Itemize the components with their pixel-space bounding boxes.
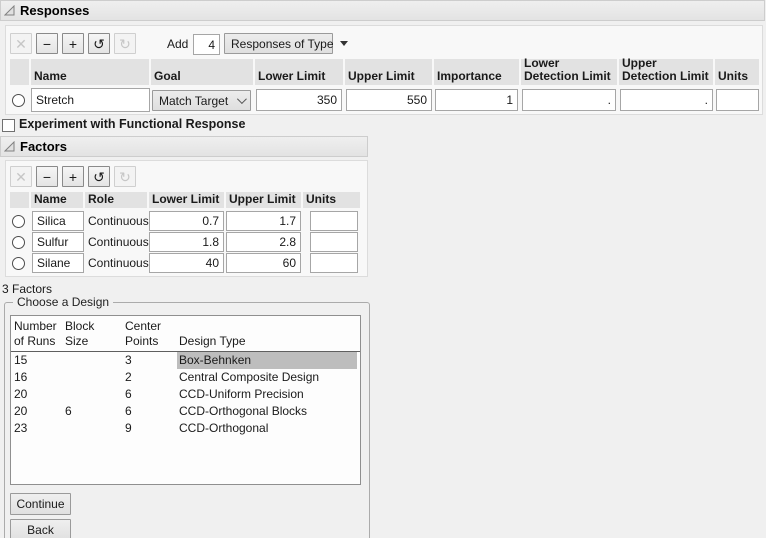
- factor-count-label: 3 Factors: [2, 282, 53, 296]
- disclosure-open-icon: [4, 5, 15, 16]
- factors-title: Factors: [20, 139, 67, 154]
- response-lower-detection-header: Lower Detection Limit: [521, 57, 617, 85]
- factor-units-input[interactable]: [310, 253, 358, 273]
- factor-role-value: Continuous: [88, 235, 149, 249]
- response-upper-detection-header: Upper Detection Limit: [619, 57, 713, 85]
- functional-response-checkbox[interactable]: [2, 119, 15, 132]
- factor-row-radio[interactable]: [12, 236, 25, 249]
- add-response-button[interactable]: +: [62, 33, 84, 54]
- factor-selector-header: [10, 192, 29, 208]
- disclosure-open-icon: [4, 141, 15, 152]
- center-header-line1: Center: [125, 319, 162, 333]
- remove-response-button[interactable]: −: [36, 33, 58, 54]
- add-factor-button[interactable]: +: [62, 166, 84, 187]
- delete-factor-button[interactable]: ✕: [10, 166, 32, 187]
- response-name-input[interactable]: [31, 88, 150, 112]
- factor-name-input[interactable]: [32, 232, 84, 252]
- factor-upper-limit-input[interactable]: [226, 232, 301, 252]
- choose-design-legend: Choose a Design: [13, 295, 114, 309]
- redo-button[interactable]: ↻: [114, 166, 136, 187]
- dropdown-arrow-icon: [339, 41, 348, 46]
- factor-name-input[interactable]: [32, 211, 84, 231]
- design-listbox[interactable]: Number of Runs Block Size Center Points …: [10, 315, 361, 485]
- response-selector-header: [10, 59, 29, 85]
- response-importance-input[interactable]: [435, 89, 518, 111]
- response-name-header: Name: [31, 59, 149, 85]
- block-header-line2: Size: [65, 334, 89, 348]
- add-count-input[interactable]: [193, 34, 220, 55]
- response-goal-header: Goal: [151, 59, 253, 85]
- responses-title: Responses: [20, 3, 90, 18]
- factor-lower-limit-input[interactable]: [149, 232, 224, 252]
- factor-row-radio[interactable]: [12, 215, 25, 228]
- undo-button[interactable]: ↺: [88, 33, 110, 54]
- factor-role-value: Continuous: [88, 214, 149, 228]
- response-lower-limit-input[interactable]: [256, 89, 342, 111]
- response-importance-header: Importance: [434, 59, 519, 85]
- design-row-ccd-orthogonal-blocks[interactable]: 20 6 6 CCD-Orthogonal Blocks: [14, 404, 308, 418]
- add-label: Add: [167, 37, 189, 51]
- response-row-radio[interactable]: [12, 94, 25, 107]
- factor-upper-limit-header: Upper Limit: [226, 192, 301, 208]
- factor-upper-limit-input[interactable]: [226, 253, 301, 273]
- factor-row-radio[interactable]: [12, 257, 25, 270]
- factor-role-header: Role: [85, 192, 147, 208]
- design-row-central-composite[interactable]: 16 2 Central Composite Design: [14, 370, 320, 384]
- response-lower-limit-header: Lower Limit: [255, 59, 343, 85]
- factor-name-header: Name: [31, 192, 83, 208]
- header-separator: [11, 351, 360, 352]
- design-type-header: Design Type: [179, 334, 246, 348]
- response-upper-limit-header: Upper Limit: [345, 59, 432, 85]
- undo-button[interactable]: ↺: [88, 166, 110, 187]
- continue-button[interactable]: Continue: [10, 493, 71, 515]
- back-button[interactable]: Back: [10, 519, 71, 538]
- factor-lower-limit-header: Lower Limit: [149, 192, 224, 208]
- design-row-ccd-orthogonal[interactable]: 23 9 CCD-Orthogonal: [14, 421, 269, 435]
- design-row-box-behnken[interactable]: 15 3 Box-Behnken: [11, 352, 360, 369]
- factor-units-input[interactable]: [310, 211, 358, 231]
- factor-upper-limit-input[interactable]: [226, 211, 301, 231]
- factor-role-value: Continuous: [88, 256, 149, 270]
- combo-chevron-icon: [236, 94, 247, 105]
- selected-design-cell: Box-Behnken: [177, 352, 357, 369]
- goal-dropdown[interactable]: Match Target: [152, 90, 251, 111]
- factor-units-input[interactable]: [310, 232, 358, 252]
- runs-header-line2: of Runs: [14, 334, 56, 348]
- responses-of-type-dropdown[interactable]: Responses of Type: [224, 33, 348, 54]
- remove-factor-button[interactable]: −: [36, 166, 58, 187]
- factor-units-header: Units: [303, 192, 360, 208]
- goal-dropdown-label: Match Target: [159, 93, 229, 108]
- design-row-ccd-uniform[interactable]: 20 6 CCD-Uniform Precision: [14, 387, 304, 401]
- factor-lower-limit-input[interactable]: [149, 253, 224, 273]
- factor-lower-limit-input[interactable]: [149, 211, 224, 231]
- redo-button[interactable]: ↻: [114, 33, 136, 54]
- choose-design-groupbox: Choose a Design: [4, 295, 370, 538]
- functional-response-label: Experiment with Functional Response: [19, 117, 246, 131]
- runs-header-line1: Number: [14, 319, 57, 333]
- response-units-header: Units: [715, 59, 759, 85]
- response-upper-detection-input[interactable]: [620, 89, 713, 111]
- center-header-line2: Points: [125, 334, 159, 348]
- response-units-input[interactable]: [716, 89, 759, 111]
- block-header-line1: Block: [65, 319, 95, 333]
- response-upper-limit-input[interactable]: [346, 89, 432, 111]
- delete-response-button[interactable]: ✕: [10, 33, 32, 54]
- design-list-header: Number of Runs Block Size Center Points …: [11, 316, 360, 349]
- factor-name-input[interactable]: [32, 253, 84, 273]
- responses-of-type-label: Responses of Type: [231, 36, 334, 51]
- factors-band-header[interactable]: Factors: [0, 136, 368, 157]
- responses-band-header[interactable]: Responses: [0, 0, 765, 21]
- response-lower-detection-input[interactable]: [522, 89, 616, 111]
